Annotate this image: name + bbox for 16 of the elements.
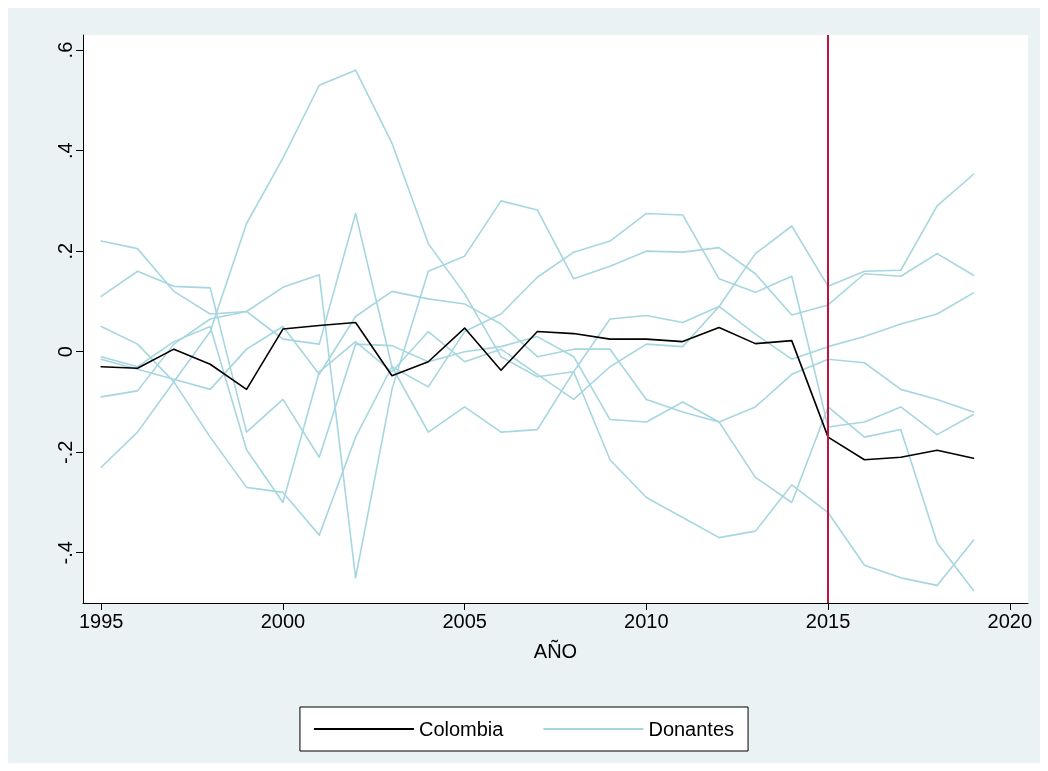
y-tick-label: -.4: [54, 541, 76, 565]
legend-label: Colombia: [418, 718, 505, 740]
y-tick-label: .4: [54, 142, 76, 159]
x-axis-title: AÑO: [533, 639, 578, 662]
x-tick-label: 1995: [78, 610, 124, 632]
x-tick-label: 2000: [260, 610, 306, 632]
y-tick-label: 0: [54, 346, 76, 358]
line-series: [100, 321, 975, 461]
x-tick-label: 2010: [624, 610, 669, 632]
x-tick-label: 2015: [805, 610, 851, 632]
y-tick-label: -.2: [54, 440, 76, 464]
y-tick-label: .2: [54, 242, 76, 260]
legend-label: Donantes: [648, 718, 735, 740]
x-tick-label: 2020: [987, 610, 1033, 632]
y-tick-label: .6: [54, 41, 76, 59]
x-tick-label: 2005: [442, 610, 487, 632]
